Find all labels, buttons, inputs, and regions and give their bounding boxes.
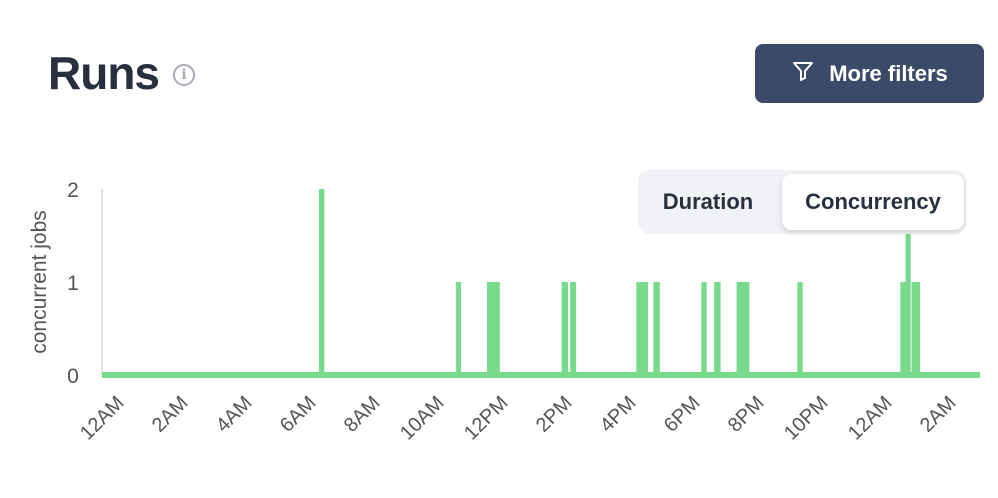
view-toggle: Duration Concurrency <box>638 170 966 234</box>
tab-concurrency[interactable]: Concurrency <box>782 174 964 230</box>
more-filters-label: More filters <box>829 60 948 86</box>
x-tick-label: 8PM <box>724 392 769 437</box>
x-tick-label: 4PM <box>596 392 641 437</box>
spike-2 <box>487 282 500 375</box>
x-tick-label: 12PM <box>460 392 513 445</box>
page-title: Runs <box>48 47 160 99</box>
more-filters-button[interactable]: More filters <box>755 44 984 103</box>
spike-4 <box>570 282 577 375</box>
x-tick-label: 10AM <box>396 392 449 445</box>
x-tick-label: 10PM <box>780 392 833 445</box>
x-tick-label: 6AM <box>276 392 321 437</box>
tab-duration[interactable]: Duration <box>662 189 754 214</box>
y-axis-label: concurrent jobs <box>28 210 51 354</box>
x-tick-label: 2AM <box>916 392 961 437</box>
x-tick-label: 8AM <box>340 392 385 437</box>
x-tick-label: 2AM <box>148 392 193 437</box>
x-tick-label: 2PM <box>532 392 577 437</box>
info-icon[interactable]: i <box>173 64 195 86</box>
spike-7 <box>701 282 707 375</box>
spike-10 <box>797 282 803 375</box>
x-tick-label: 6PM <box>660 392 705 437</box>
spike-1 <box>456 282 462 375</box>
spike-3 <box>561 282 569 375</box>
y-tick-label: 0 <box>67 365 79 388</box>
y-tick-label: 1 <box>67 272 79 295</box>
spike-0 <box>319 189 325 375</box>
spike-9 <box>736 282 750 375</box>
y-tick-label: 2 <box>67 179 79 202</box>
spike-6 <box>653 282 660 375</box>
spike-11 <box>900 282 906 375</box>
spike-13 <box>911 282 921 375</box>
x-tick-label: 12AM <box>844 392 897 445</box>
x-tick-label: 12AM <box>76 392 129 445</box>
x-tick-label: 4AM <box>212 392 257 437</box>
filter-icon <box>791 59 815 89</box>
spike-12 <box>905 189 911 375</box>
spike-5 <box>636 282 649 375</box>
spike-8 <box>714 282 721 375</box>
